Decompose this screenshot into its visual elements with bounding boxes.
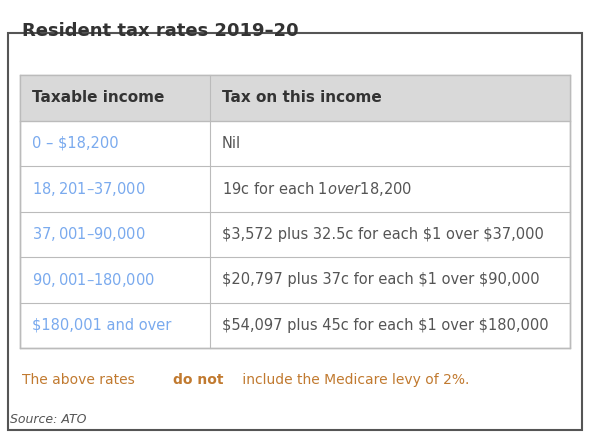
Text: Source: ATO: Source: ATO — [10, 413, 87, 426]
Text: do not: do not — [173, 373, 224, 387]
Text: 19c for each $1 over $18,200: 19c for each $1 over $18,200 — [222, 180, 412, 198]
Text: $90,001 – $180,000: $90,001 – $180,000 — [32, 271, 155, 289]
Text: $3,572 plus 32.5c for each $1 over $37,000: $3,572 plus 32.5c for each $1 over $37,0… — [222, 227, 543, 242]
Text: Tax on this income: Tax on this income — [222, 90, 382, 105]
Text: Taxable income: Taxable income — [32, 90, 165, 105]
Text: $37,001 – $90,000: $37,001 – $90,000 — [32, 225, 146, 243]
Text: $18,201 – $37,000: $18,201 – $37,000 — [32, 180, 146, 198]
Text: $180,001 and over: $180,001 and over — [32, 318, 171, 333]
Text: $54,097 plus 45c for each $1 over $180,000: $54,097 plus 45c for each $1 over $180,0… — [222, 318, 548, 333]
FancyBboxPatch shape — [8, 33, 582, 430]
Text: The above rates: The above rates — [22, 373, 139, 387]
Text: $20,797 plus 37c for each $1 over $90,000: $20,797 plus 37c for each $1 over $90,00… — [222, 272, 539, 287]
Text: Resident tax rates 2019–20: Resident tax rates 2019–20 — [22, 22, 299, 40]
FancyBboxPatch shape — [20, 75, 570, 348]
Text: Nil: Nil — [222, 136, 241, 151]
Text: include the Medicare levy of 2%.: include the Medicare levy of 2%. — [238, 373, 470, 387]
Text: 0 – $18,200: 0 – $18,200 — [32, 136, 119, 151]
FancyBboxPatch shape — [20, 75, 570, 120]
